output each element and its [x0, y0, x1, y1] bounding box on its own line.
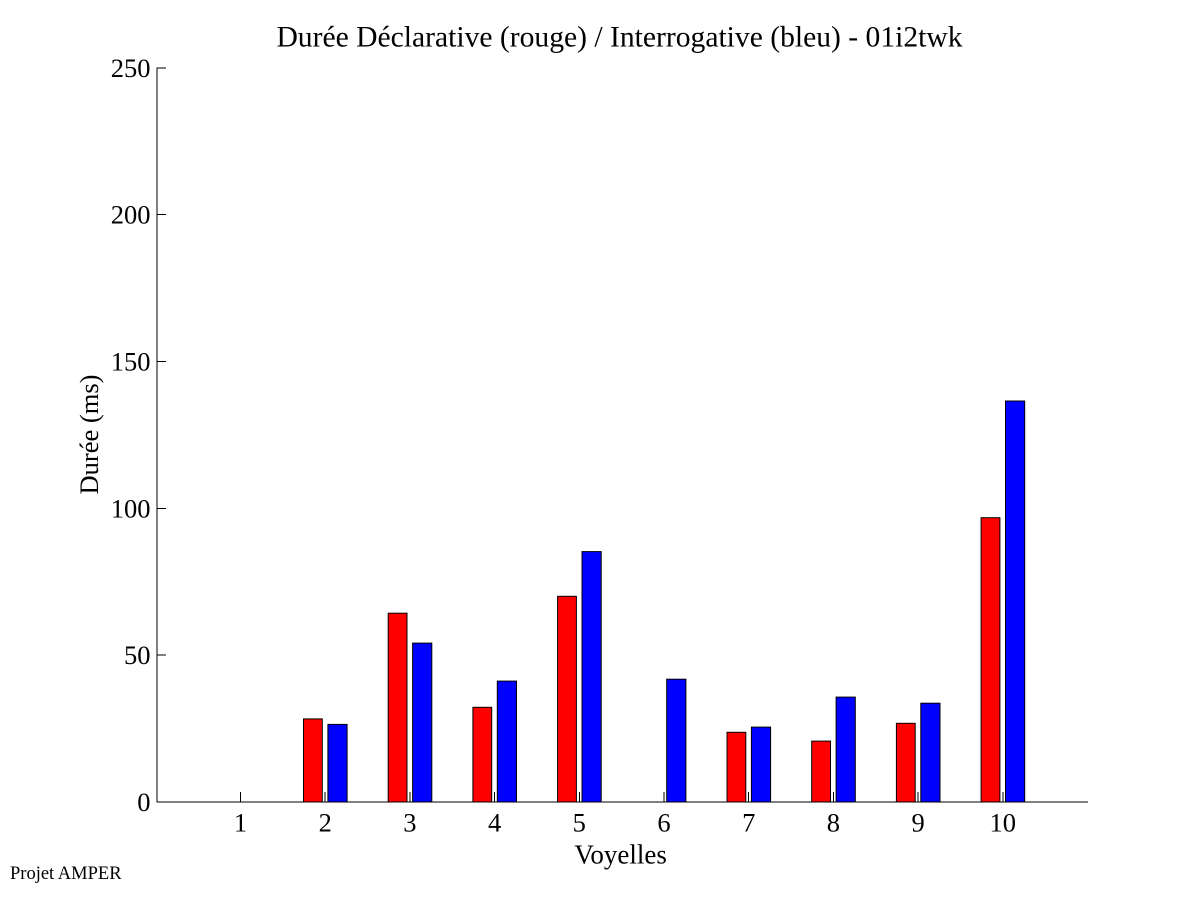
svg-text:100: 100: [111, 493, 151, 523]
svg-text:200: 200: [111, 200, 151, 230]
svg-text:Durée (ms): Durée (ms): [74, 375, 104, 495]
svg-text:6: 6: [657, 808, 670, 838]
svg-text:9: 9: [911, 808, 924, 838]
svg-text:50: 50: [124, 640, 151, 670]
svg-text:8: 8: [827, 808, 840, 838]
svg-text:0: 0: [137, 787, 150, 817]
svg-text:2: 2: [319, 808, 332, 838]
svg-text:1: 1: [234, 808, 247, 838]
svg-text:Durée Déclarative (rouge) / In: Durée Déclarative (rouge) / Interrogativ…: [276, 21, 962, 53]
svg-text:7: 7: [742, 808, 755, 838]
svg-text:10: 10: [990, 808, 1017, 838]
svg-text:5: 5: [573, 808, 586, 838]
svg-text:250: 250: [111, 53, 151, 83]
svg-text:Projet AMPER: Projet AMPER: [10, 864, 122, 884]
svg-text:Voyelles: Voyelles: [574, 839, 667, 869]
svg-text:150: 150: [111, 347, 151, 377]
svg-text:4: 4: [488, 808, 501, 838]
svg-text:3: 3: [403, 808, 416, 838]
